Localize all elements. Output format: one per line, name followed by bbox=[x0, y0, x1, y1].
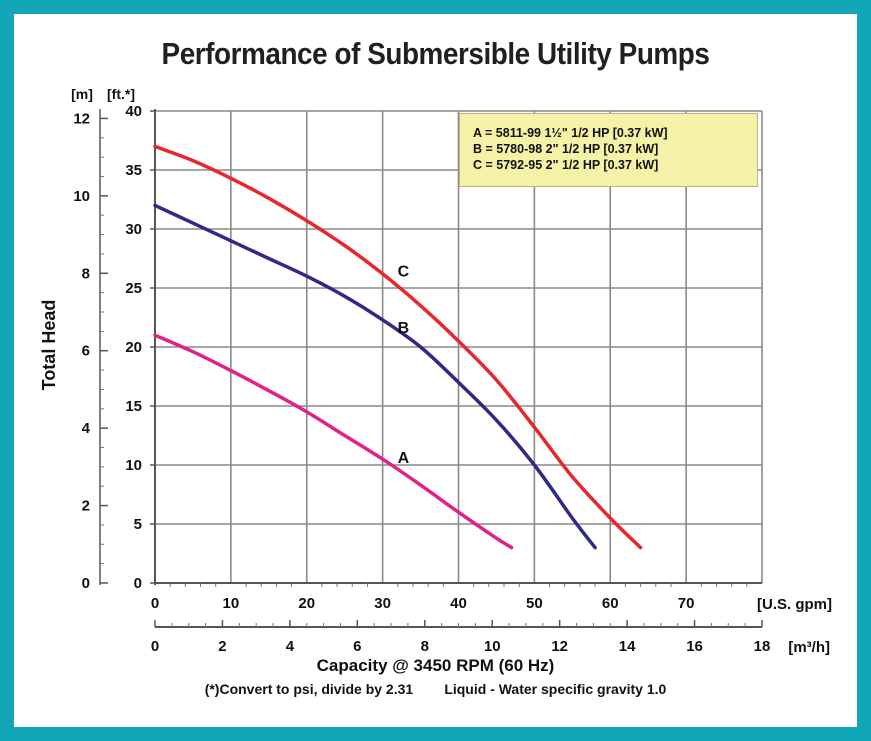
y-tick-label-ft: 10 bbox=[125, 457, 142, 474]
x-tick-label-gpm: 50 bbox=[526, 595, 543, 612]
series-labels: A B C bbox=[398, 263, 410, 466]
x-tick-label-m3h: 12 bbox=[551, 638, 568, 655]
x-tick-label-gpm: 60 bbox=[602, 595, 619, 612]
y-tick-label-ft: 25 bbox=[125, 280, 142, 297]
y-tick-label-m: 6 bbox=[82, 343, 90, 360]
legend-box: A = 5811-99 1½" 1/2 HP [0.37 kW] B = 578… bbox=[459, 113, 758, 187]
x-tick-label-m3h: 10 bbox=[484, 638, 501, 655]
series-label-a: A bbox=[398, 450, 410, 467]
x-tick-label-gpm: 20 bbox=[298, 595, 315, 612]
x-tick-label-gpm: 10 bbox=[223, 595, 240, 612]
y-tick-label-ft: 0 bbox=[134, 575, 142, 592]
y-tick-label-ft: 35 bbox=[125, 162, 142, 179]
y-tick-label-m: 10 bbox=[73, 188, 90, 205]
x-tick-label-m3h: 4 bbox=[286, 638, 295, 655]
x-tick-label-m3h: 0 bbox=[151, 638, 159, 655]
y-tick-label-ft: 15 bbox=[125, 398, 142, 415]
x-tick-label-m3h: 14 bbox=[619, 638, 636, 655]
x-tick-label-m3h: 8 bbox=[421, 638, 429, 655]
legend-entry-c: C = 5792-95 2" 1/2 HP [0.37 kW] bbox=[473, 158, 659, 172]
y-tick-label-ft: 30 bbox=[125, 221, 142, 238]
series-line-c bbox=[153, 144, 643, 550]
y-tick-label-m: 8 bbox=[82, 265, 90, 282]
y-tick-label-ft: 20 bbox=[125, 339, 142, 356]
series-label-b: B bbox=[398, 320, 410, 337]
series-line-b bbox=[153, 203, 597, 550]
y-tick-label-ft: 5 bbox=[134, 516, 142, 533]
y-unit-m: [m] bbox=[71, 86, 93, 102]
x-tick-label-m3h: 2 bbox=[218, 638, 226, 655]
x-tick-label-gpm: 70 bbox=[678, 595, 695, 612]
footnote: (*)Convert to psi, divide by 2.31 Liquid… bbox=[0, 681, 871, 697]
y-tick-label-ft: 40 bbox=[125, 103, 142, 120]
y-tick-label-m: 4 bbox=[82, 420, 91, 437]
x-axis-title: Capacity @ 3450 RPM (60 Hz) bbox=[316, 656, 555, 675]
x-tick-label-gpm: 40 bbox=[450, 595, 467, 612]
x-unit-gpm: [U.S. gpm] bbox=[757, 596, 832, 613]
x-tick-label-m3h: 18 bbox=[754, 638, 771, 655]
axes bbox=[99, 109, 763, 628]
y-axis-title: Total Head bbox=[39, 300, 59, 391]
x-tick-label-m3h: 6 bbox=[353, 638, 361, 655]
series-lines bbox=[153, 144, 643, 550]
footnote-liquid: Liquid - Water specific gravity 1.0 bbox=[444, 681, 667, 697]
chart-title: Performance of Submersible Utility Pumps bbox=[161, 36, 710, 71]
y-tick-label-m: 0 bbox=[82, 575, 90, 592]
series-label-c: C bbox=[398, 263, 410, 280]
series-line-a bbox=[153, 333, 514, 550]
y-unit-ft: [ft.*] bbox=[107, 86, 135, 102]
x-tick-label-gpm: 30 bbox=[374, 595, 391, 612]
x-tick-label-m3h: 16 bbox=[686, 638, 703, 655]
footnote-psi: (*)Convert to psi, divide by 2.31 bbox=[204, 681, 414, 697]
y-tick-label-m: 2 bbox=[82, 498, 90, 515]
legend-entry-b: B = 5780-98 2" 1/2 HP [0.37 kW] bbox=[473, 142, 659, 156]
x-tick-label-gpm: 0 bbox=[151, 595, 159, 612]
legend-entry-a: A = 5811-99 1½" 1/2 HP [0.37 kW] bbox=[473, 126, 668, 140]
y-tick-label-m: 12 bbox=[73, 110, 90, 127]
x-unit-m3h: [m³/h] bbox=[788, 639, 830, 656]
